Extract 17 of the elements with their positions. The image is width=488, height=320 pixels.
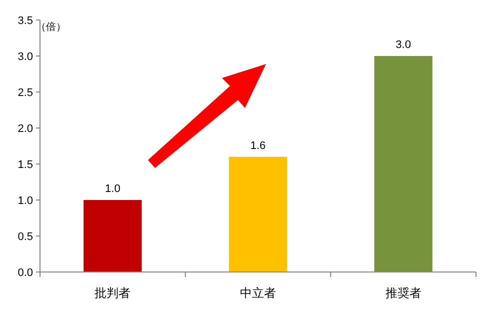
y-tick-label: 2.0 [18,123,33,135]
y-tick-label: 1.0 [18,195,33,207]
data-label: 1.6 [250,140,266,152]
y-tick-label: 3.0 [18,51,33,63]
y-tick-label: 1.5 [18,159,33,171]
y-tick-label: 3.5 [18,15,33,27]
y-axis-title: （倍） [36,21,66,33]
x-tick-label: 中立者 [240,286,276,300]
y-tick-label: 2.5 [18,87,33,99]
y-tick-label: 0.0 [18,267,33,279]
x-tick-label: 批判者 [94,286,131,300]
bar [84,200,142,272]
data-label: 3.0 [396,39,411,51]
x-tick-label: 推奨者 [385,286,422,300]
y-tick-label: 0.5 [18,231,33,243]
bar [374,56,432,272]
data-label: 1.0 [105,183,120,195]
